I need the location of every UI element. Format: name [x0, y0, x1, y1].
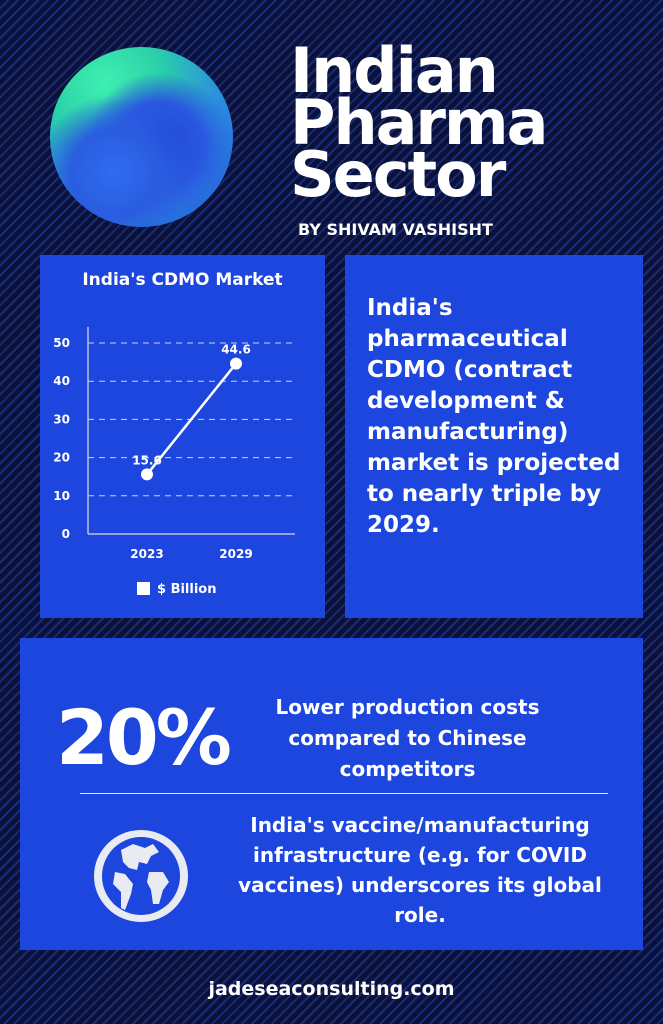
byline: BY SHIVAM VASHISHT	[298, 220, 493, 239]
chart-title: India's CDMO Market	[82, 270, 283, 290]
data-label: 44.6	[221, 343, 251, 357]
series-line	[146, 362, 237, 476]
summary-text: India's pharmaceutical CDMO (contract de…	[367, 295, 621, 538]
title-line: Pharma	[290, 86, 548, 159]
y-tick-label: 40	[53, 374, 70, 388]
divider	[80, 793, 608, 794]
legend-swatch	[137, 582, 150, 595]
x-tick-label: 2023	[130, 547, 163, 561]
x-tick-label: 2029	[219, 547, 252, 561]
line-chart: 0 10 20 30 40 50 2023 2029 15.6 44.6 $ Billion	[53, 327, 295, 597]
cost-text: Lower production costs compared to Chine…	[275, 695, 540, 781]
data-point	[141, 468, 153, 481]
stat-value: 20%	[56, 693, 232, 782]
footer-website: jadeseaconsulting.com	[208, 978, 455, 1000]
y-tick-label: 50	[53, 336, 70, 350]
y-tick-label: 30	[53, 412, 70, 426]
vaccine-text: India's vaccine/manufacturing infrastruc…	[238, 813, 602, 927]
y-tick-label: 0	[62, 527, 70, 541]
data-label: 15.6	[132, 453, 162, 467]
title-line: Indian	[290, 34, 499, 107]
globe-icon	[94, 830, 188, 922]
title-line: Sector	[290, 138, 506, 211]
earth-image	[50, 47, 233, 227]
y-tick-label: 10	[53, 489, 70, 503]
summary-panel: India's pharmaceutical CDMO (contract de…	[345, 255, 643, 618]
data-point	[230, 357, 242, 370]
legend-label: $ Billion	[157, 582, 217, 597]
y-tick-label: 20	[53, 451, 70, 465]
page-title: Indian Pharma Sector	[290, 34, 548, 211]
chart-panel: India's CDMO Market 0 10 20 30 40 50 2023 2029 …	[40, 255, 325, 618]
stats-panel: 20% Lower production costs compared to C…	[20, 638, 643, 950]
